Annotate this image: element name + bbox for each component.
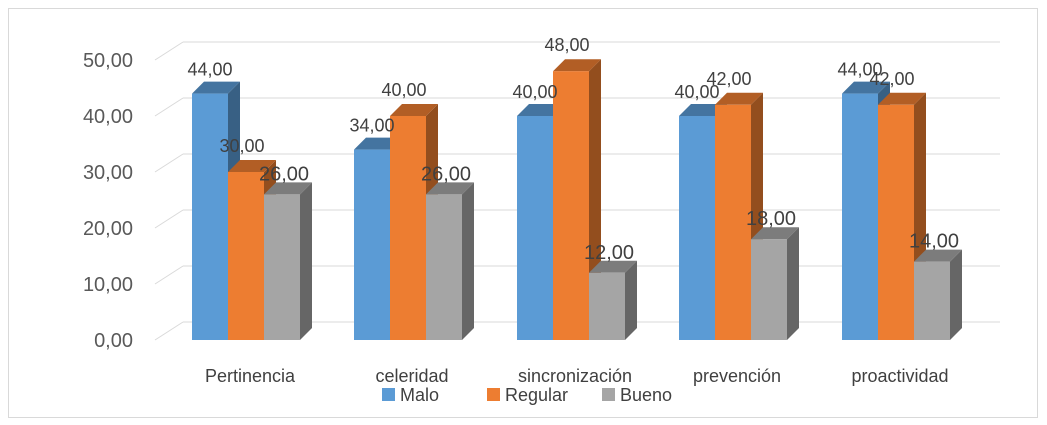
data-label: 48,00 [544,35,589,55]
bar-bueno-3 [751,227,799,340]
bar-front [715,104,751,340]
legend-label: Bueno [620,385,672,405]
x-tick-label: Pertinencia [205,366,296,386]
legend-item-malo: Malo [382,385,439,405]
bar-top [264,182,312,195]
bar-bueno-4 [914,249,962,340]
bar-front [751,239,787,340]
bar-top [426,182,474,195]
bar-top [878,92,926,105]
bar-top [589,260,637,273]
bar-front [589,272,625,340]
legend-item-bueno: Bueno [602,385,672,405]
y-tick-label: 30,00 [83,162,133,184]
bar-top [914,249,962,262]
grid-depth-line [154,209,184,229]
legend-swatch [602,388,615,401]
y-tick-label: 40,00 [83,106,133,128]
grid-depth-line [154,265,184,285]
bar-front [390,116,426,340]
bar-top [751,227,799,240]
bar-top [228,160,276,172]
data-label: 30,00 [219,136,264,156]
x-axis: Pertinencia celeridad sincronización preven… [205,366,949,386]
data-label: 44,00 [187,60,232,80]
y-tick-label: 50,00 [83,50,133,72]
data-label: 14,00 [909,231,959,253]
data-label: 40,00 [381,80,426,100]
bar-front [679,116,715,340]
x-tick-label: proactividad [851,366,948,386]
bars [192,59,962,340]
x-tick-label: sincronización [518,366,632,386]
bar-front [354,149,390,340]
legend-swatch [382,388,395,401]
bar-front [517,116,553,340]
data-label: 12,00 [584,242,634,264]
bar-side [950,249,962,340]
bar-front [842,93,878,340]
data-label: 42,00 [706,69,751,89]
data-labels: 44,00 30,00 26,00 34,00 40,00 26,00 40,00 48,00… [187,35,959,264]
bar-bueno-1 [426,182,474,340]
y-axis: 0,00 10,00 20,00 30,00 40,00 50,00 [83,50,133,352]
y-tick-label: 20,00 [83,218,133,240]
y-tick-label: 0,00 [94,330,133,352]
bar-front [878,104,914,340]
legend-item-regular: Regular [487,385,568,405]
bar-top [192,81,240,94]
bar-top [390,104,438,116]
x-tick-label: celeridad [375,366,448,386]
data-label: 18,00 [746,208,796,230]
bar-top [553,59,601,72]
bar-top [715,92,763,105]
legend-label: Regular [505,385,568,405]
bar-side [300,182,312,340]
bar-bueno-2 [589,260,637,340]
grid-depth-line [154,321,184,341]
data-label: 40,00 [674,82,719,102]
legend-label: Malo [400,385,439,405]
data-label: 44,00 [837,60,882,80]
grid-depth-line [154,153,184,173]
y-tick-label: 10,00 [83,274,133,296]
bar-front [264,194,300,340]
bar-front [426,194,462,340]
legend-swatch [487,388,500,401]
bar-side [787,227,799,340]
bar-front [228,172,264,340]
data-label: 40,00 [512,82,557,102]
bar-front [914,261,950,340]
bar-front [553,71,589,340]
bar-top [842,81,890,94]
bar-front [192,93,228,340]
x-tick-label: prevención [693,366,781,386]
data-label: 26,00 [259,163,309,185]
data-label: 42,00 [869,69,914,89]
grid-depth-line [154,41,184,61]
bar-regular-2 [553,59,601,340]
grid-depth-line [154,97,184,117]
bar-side [462,182,474,340]
bar-bueno-0 [264,182,312,340]
data-label: 26,00 [421,163,471,185]
data-label: 34,00 [349,116,394,136]
bar-side [625,260,637,340]
legend: Malo Regular Bueno [382,385,672,405]
